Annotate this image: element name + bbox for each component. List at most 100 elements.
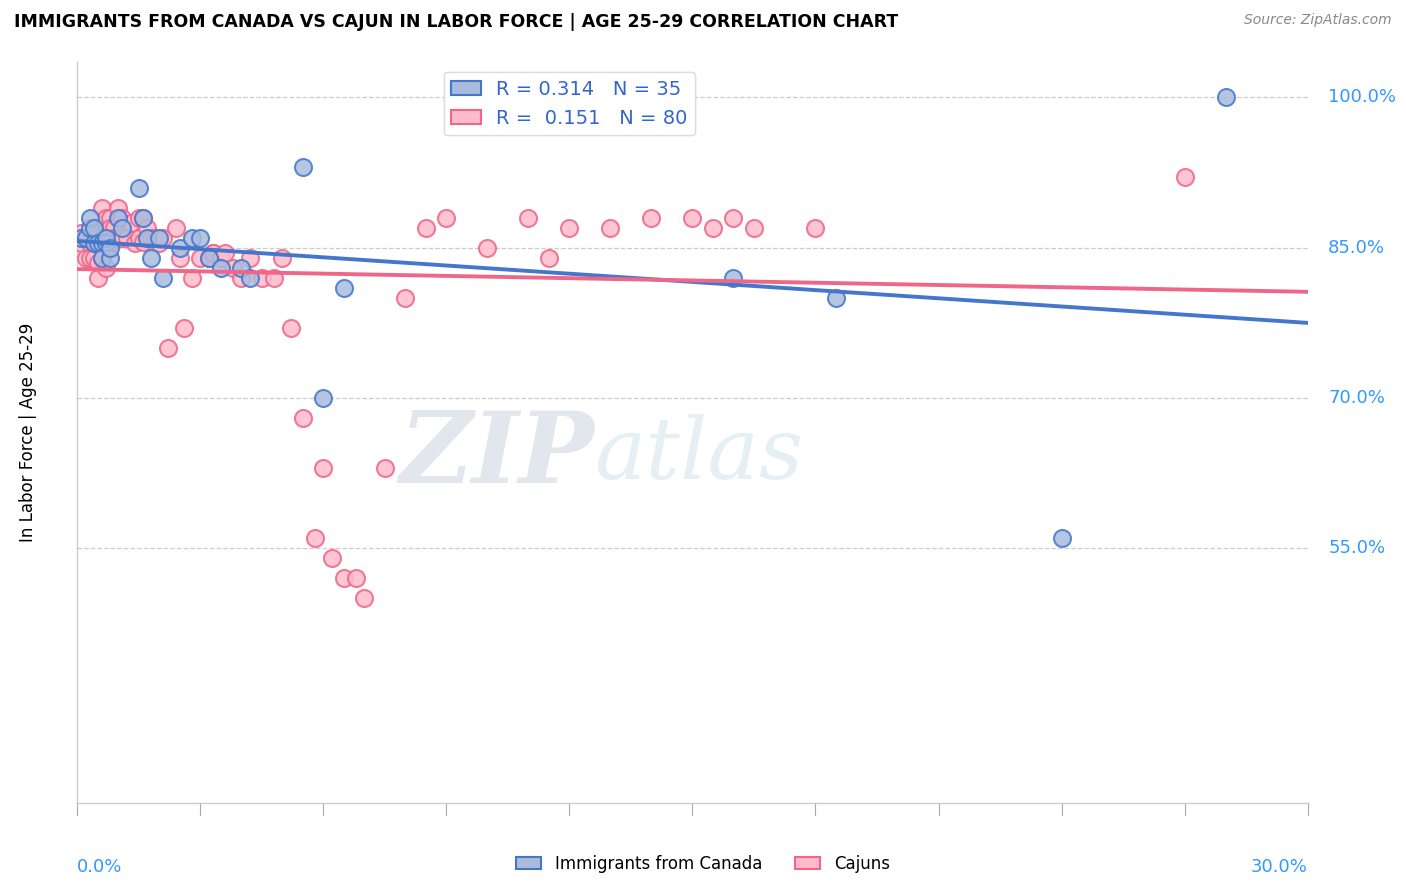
Point: [537, 251, 560, 265]
Point: [477, 241, 499, 255]
Point: [90, 201, 114, 215]
Point: [333, 571, 356, 585]
Point: [723, 211, 745, 225]
Point: [197, 251, 219, 265]
Point: [128, 180, 150, 194]
Point: [136, 230, 159, 244]
Point: [291, 161, 314, 175]
Text: 85.0%: 85.0%: [1329, 238, 1385, 257]
Point: [415, 220, 437, 235]
Point: [201, 245, 224, 260]
Text: ZIP: ZIP: [399, 407, 595, 503]
Point: [132, 211, 155, 225]
Point: [111, 211, 134, 225]
Point: [1174, 170, 1197, 185]
Text: 70.0%: 70.0%: [1329, 389, 1385, 407]
Legend: Immigrants from Canada, Cajuns: Immigrants from Canada, Cajuns: [509, 848, 897, 880]
Point: [517, 211, 540, 225]
Point: [141, 230, 163, 244]
Point: [148, 230, 170, 244]
Point: [214, 245, 236, 260]
Point: [70, 226, 93, 240]
Point: [702, 220, 724, 235]
Point: [682, 211, 704, 225]
Point: [239, 251, 262, 265]
Point: [115, 230, 138, 244]
Point: [312, 460, 335, 475]
Text: 30.0%: 30.0%: [1251, 858, 1308, 876]
Point: [344, 571, 367, 585]
Point: [640, 211, 662, 225]
Point: [79, 211, 101, 225]
Point: [83, 230, 105, 244]
Point: [94, 230, 117, 244]
Point: [141, 251, 163, 265]
Point: [188, 230, 212, 244]
Point: [136, 220, 159, 235]
Point: [222, 260, 245, 275]
Point: [83, 235, 105, 250]
Point: [353, 591, 375, 605]
Point: [231, 270, 253, 285]
Point: [152, 230, 174, 244]
Point: [98, 220, 121, 235]
Point: [94, 211, 117, 225]
Point: [128, 230, 150, 244]
Point: [152, 270, 174, 285]
Point: [333, 280, 356, 294]
Point: [312, 391, 335, 405]
Text: In Labor Force | Age 25-29: In Labor Force | Age 25-29: [20, 323, 37, 542]
Point: [87, 230, 110, 244]
Point: [742, 220, 765, 235]
Point: [79, 251, 101, 265]
Point: [156, 341, 179, 355]
Point: [90, 235, 114, 250]
Point: [75, 251, 97, 265]
Point: [75, 230, 97, 244]
Point: [98, 235, 121, 250]
Point: [79, 220, 101, 235]
Point: [280, 320, 302, 334]
Point: [209, 251, 232, 265]
Point: [374, 460, 396, 475]
Point: [558, 220, 581, 235]
Point: [103, 220, 125, 235]
Point: [120, 215, 142, 229]
Point: [83, 251, 105, 265]
Point: [90, 251, 114, 265]
Point: [87, 255, 110, 269]
Point: [107, 201, 129, 215]
Point: [98, 211, 121, 225]
Point: [90, 220, 114, 235]
Point: [90, 251, 114, 265]
Point: [825, 291, 848, 305]
Point: [1215, 90, 1237, 104]
Point: [394, 291, 416, 305]
Point: [181, 270, 204, 285]
Text: atlas: atlas: [595, 414, 803, 496]
Point: [132, 211, 155, 225]
Point: [250, 270, 273, 285]
Point: [98, 251, 121, 265]
Point: [181, 230, 204, 244]
Point: [197, 251, 219, 265]
Point: [169, 241, 191, 255]
Point: [321, 550, 343, 565]
Point: [143, 230, 166, 244]
Text: IMMIGRANTS FROM CANADA VS CAJUN IN LABOR FORCE | AGE 25-29 CORRELATION CHART: IMMIGRANTS FROM CANADA VS CAJUN IN LABOR…: [14, 13, 898, 31]
Point: [103, 230, 125, 244]
Point: [1050, 531, 1073, 545]
Point: [173, 320, 195, 334]
Point: [111, 230, 134, 244]
Point: [87, 270, 110, 285]
Point: [148, 235, 170, 250]
Point: [70, 235, 93, 250]
Text: Source: ZipAtlas.com: Source: ZipAtlas.com: [1244, 13, 1392, 28]
Point: [209, 260, 232, 275]
Point: [804, 220, 827, 235]
Point: [83, 235, 105, 250]
Point: [79, 235, 101, 250]
Legend: R = 0.314   N = 35, R =  0.151   N = 80: R = 0.314 N = 35, R = 0.151 N = 80: [444, 72, 695, 136]
Point: [291, 410, 314, 425]
Point: [201, 245, 224, 260]
